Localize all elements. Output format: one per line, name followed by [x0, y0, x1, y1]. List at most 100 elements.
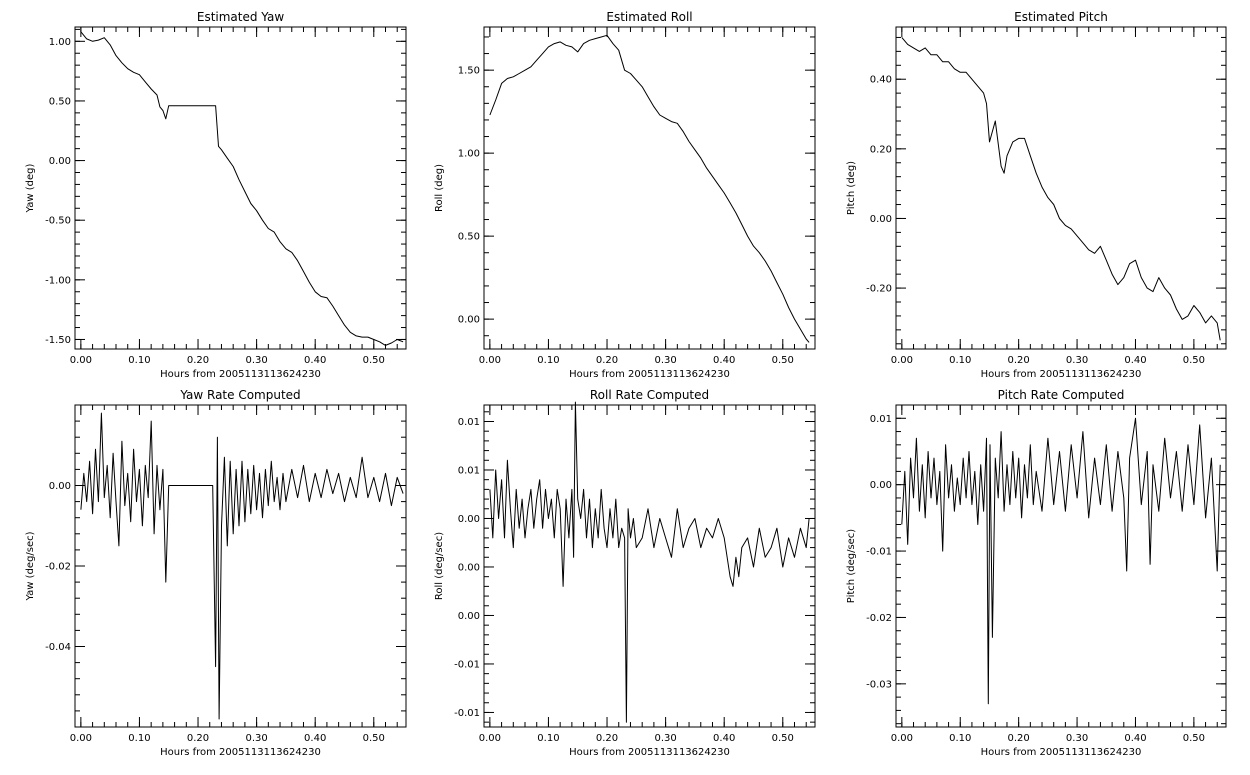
yaw-y-tick-label: 0.50 [49, 96, 71, 107]
pitch-x-tick-label: 0.10 [949, 355, 971, 366]
pitch-x-tick-label: 0.50 [1183, 355, 1205, 366]
roll-x-tick-label: 0.20 [596, 355, 618, 366]
pitch-x-tick-label: 0.00 [891, 355, 913, 366]
yaw-y-tick-label: 0.00 [49, 156, 71, 167]
pitch-x-axis-label: Hours from 2005113113624230 [981, 369, 1142, 380]
pitch-rate-y-axis-label: Pitch (deg/sec) [846, 529, 857, 604]
roll-rate-y-tick-label: -0.01 [454, 708, 480, 719]
yaw-rate-title: Yaw Rate Computed [179, 388, 300, 402]
yaw-rate-x-tick-label: 0.10 [128, 733, 150, 744]
yaw-rate-x-tick-label: 0.40 [304, 733, 326, 744]
roll-rate-y-tick-label: 0.01 [458, 465, 480, 476]
yaw-y-tick-label: -0.50 [45, 216, 71, 227]
roll-rate-title: Roll Rate Computed [590, 388, 709, 402]
roll-y-tick-label: 1.00 [458, 149, 480, 160]
pitch-x-tick-label: 0.40 [1124, 355, 1146, 366]
roll-x-tick-label: 0.00 [479, 355, 501, 366]
yaw-rate-y-tick-label: 0.00 [49, 481, 71, 492]
pitch-plot-frame [895, 26, 1227, 350]
yaw-rate-series-line [80, 412, 404, 720]
yaw-x-tick-label: 0.40 [304, 355, 326, 366]
pitch-rate-y-tick-label: -0.01 [866, 547, 892, 558]
chart-pitch: Estimated Pitch Hours from 20051131136242… [846, 10, 1227, 380]
yaw-rate-x-tick-label: 0.20 [187, 733, 209, 744]
roll-x-tick-label: 0.30 [654, 355, 676, 366]
pitch-y-tick-label: 0.40 [870, 75, 892, 86]
yaw-title: Estimated Yaw [197, 10, 284, 24]
roll-rate-x-axis-label: Hours from 2005113113624230 [569, 747, 730, 758]
yaw-x-tick-label: 0.50 [363, 355, 385, 366]
pitch-rate-plot-frame [895, 404, 1227, 728]
roll-rate-y-tick-label: 0.00 [458, 562, 480, 573]
roll-rate-y-tick-label: -0.01 [454, 659, 480, 670]
yaw-y-tick-label: -1.50 [45, 335, 71, 346]
roll-rate-plot-frame [483, 404, 816, 728]
roll-plot-frame [483, 26, 816, 350]
roll-x-tick-label: 0.40 [713, 355, 735, 366]
pitch-series-line [901, 37, 1221, 341]
roll-title: Estimated Roll [606, 10, 692, 24]
roll-x-tick-label: 0.10 [537, 355, 559, 366]
roll-rate-x-tick-label: 0.10 [537, 733, 559, 744]
roll-series-line [489, 34, 810, 343]
yaw-plot-frame [74, 26, 407, 350]
pitch-rate-x-tick-label: 0.20 [1008, 733, 1030, 744]
pitch-rate-x-tick-label: 0.30 [1066, 733, 1088, 744]
roll-y-tick-label: 0.50 [458, 232, 480, 243]
yaw-rate-x-tick-label: 0.00 [70, 733, 92, 744]
yaw-y-tick-label: 1.00 [49, 37, 71, 48]
roll-x-tick-label: 0.50 [772, 355, 794, 366]
roll-rate-y-tick-label: 0.00 [458, 611, 480, 622]
pitch-rate-x-axis-label: Hours from 2005113113624230 [981, 747, 1142, 758]
roll-y-tick-label: 0.00 [458, 315, 480, 326]
pitch-rate-x-tick-label: 0.40 [1124, 733, 1146, 744]
pitch-rate-x-tick-label: 0.00 [891, 733, 913, 744]
yaw-rate-x-axis-label: Hours from 2005113113624230 [160, 747, 321, 758]
yaw-rate-y-tick-label: -0.02 [45, 562, 71, 573]
roll-rate-y-tick-label: 0.01 [458, 417, 480, 428]
roll-rate-x-tick-label: 0.20 [596, 733, 618, 744]
yaw-x-tick-label: 0.00 [70, 355, 92, 366]
yaw-x-tick-label: 0.30 [245, 355, 267, 366]
yaw-rate-x-tick-label: 0.30 [245, 733, 267, 744]
chart-yaw: Estimated Yaw Hours from 2005113113624230… [25, 10, 407, 380]
pitch-rate-title: Pitch Rate Computed [998, 388, 1125, 402]
chart-pitch-rate: Pitch Rate Computed Hours from 2005113113… [846, 388, 1227, 758]
chart-yaw-rate: Yaw Rate Computed Hours from 200511311362… [25, 388, 407, 758]
pitch-y-axis-label: Pitch (deg) [846, 161, 857, 215]
yaw-x-tick-label: 0.10 [128, 355, 150, 366]
chart-roll-rate: Roll Rate Computed Hours from 20051131136… [434, 388, 816, 758]
roll-rate-series-line [489, 401, 810, 723]
pitch-rate-x-tick-label: 0.10 [949, 733, 971, 744]
roll-x-axis-label: Hours from 2005113113624230 [569, 369, 730, 380]
pitch-y-tick-label: 0.20 [870, 144, 892, 155]
pitch-rate-series-line [901, 417, 1221, 705]
pitch-rate-y-tick-label: -0.02 [866, 613, 892, 624]
roll-rate-x-tick-label: 0.40 [713, 733, 735, 744]
roll-rate-x-tick-label: 0.30 [654, 733, 676, 744]
yaw-rate-y-tick-label: -0.04 [45, 642, 71, 653]
pitch-title: Estimated Pitch [1014, 10, 1108, 24]
pitch-y-tick-label: -0.20 [866, 284, 892, 295]
roll-y-axis-label: Roll (deg) [434, 164, 445, 212]
pitch-rate-y-tick-label: 0.01 [870, 414, 892, 425]
roll-rate-x-tick-label: 0.50 [772, 733, 794, 744]
chart-roll: Estimated Roll Hours from 200511311362423… [434, 10, 816, 380]
pitch-rate-y-tick-label: -0.03 [866, 679, 892, 690]
yaw-x-axis-label: Hours from 2005113113624230 [160, 369, 321, 380]
pitch-y-tick-label: 0.00 [870, 214, 892, 225]
roll-rate-x-tick-label: 0.00 [479, 733, 501, 744]
pitch-rate-y-tick-label: 0.00 [870, 480, 892, 491]
pitch-rate-x-tick-label: 0.50 [1183, 733, 1205, 744]
roll-rate-y-axis-label: Roll (deg/sec) [434, 532, 445, 600]
yaw-y-tick-label: -1.00 [45, 275, 71, 286]
yaw-y-axis-label: Yaw (deg) [25, 163, 36, 213]
pitch-x-tick-label: 0.20 [1008, 355, 1030, 366]
yaw-series-line [80, 31, 404, 346]
yaw-x-tick-label: 0.20 [187, 355, 209, 366]
roll-y-tick-label: 1.50 [458, 66, 480, 77]
yaw-rate-y-axis-label: Yaw (deg/sec) [25, 531, 36, 601]
roll-rate-y-tick-label: 0.00 [458, 514, 480, 525]
